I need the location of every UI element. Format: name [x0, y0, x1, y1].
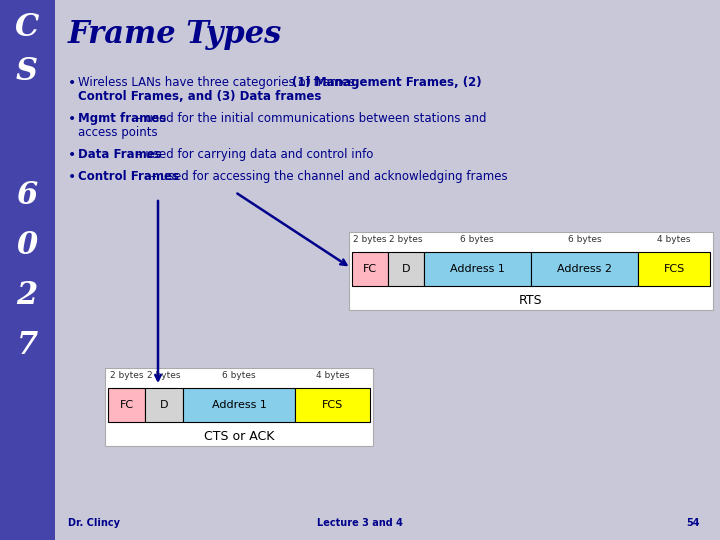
FancyBboxPatch shape — [388, 252, 423, 286]
Text: – used for accessing the channel and acknowledging frames: – used for accessing the channel and ack… — [147, 170, 507, 183]
Text: 6: 6 — [17, 179, 37, 211]
Text: Wireless LANs have three categories of frames:: Wireless LANs have three categories of f… — [78, 76, 362, 89]
FancyBboxPatch shape — [639, 252, 710, 286]
FancyBboxPatch shape — [531, 252, 639, 286]
Text: D: D — [160, 400, 168, 410]
Text: C: C — [15, 12, 39, 44]
FancyBboxPatch shape — [352, 252, 388, 286]
Text: 2 bytes: 2 bytes — [389, 235, 423, 244]
FancyBboxPatch shape — [145, 388, 183, 422]
Text: 4 bytes: 4 bytes — [316, 371, 349, 380]
Text: 2 bytes: 2 bytes — [148, 371, 181, 380]
Text: Data Frames: Data Frames — [78, 148, 162, 161]
Text: •: • — [68, 112, 76, 126]
Text: (1) Management Frames, (2): (1) Management Frames, (2) — [292, 76, 482, 89]
Text: 2 bytes: 2 bytes — [353, 235, 387, 244]
Text: Control Frames, and (3) Data frames: Control Frames, and (3) Data frames — [78, 90, 321, 103]
Text: Frame Types: Frame Types — [68, 19, 282, 51]
Text: D: D — [402, 264, 410, 274]
Text: 6 bytes: 6 bytes — [568, 235, 601, 244]
Text: 4 bytes: 4 bytes — [657, 235, 691, 244]
Text: Address 1: Address 1 — [212, 400, 266, 410]
Text: – used for the initial communications between stations and: – used for the initial communications be… — [132, 112, 487, 125]
Text: 7: 7 — [17, 329, 37, 361]
Text: •: • — [68, 170, 76, 184]
FancyBboxPatch shape — [349, 232, 713, 310]
Text: Dr. Clincy: Dr. Clincy — [68, 518, 120, 528]
FancyBboxPatch shape — [423, 252, 531, 286]
FancyBboxPatch shape — [108, 388, 145, 422]
Text: CTS or ACK: CTS or ACK — [204, 430, 274, 443]
Text: Mgmt frames: Mgmt frames — [78, 112, 166, 125]
FancyBboxPatch shape — [295, 388, 370, 422]
FancyBboxPatch shape — [0, 0, 55, 540]
Text: 54: 54 — [686, 518, 700, 528]
Text: FCS: FCS — [664, 264, 685, 274]
Text: Lecture 3 and 4: Lecture 3 and 4 — [317, 518, 403, 528]
Text: 2: 2 — [17, 280, 37, 310]
Text: Address 2: Address 2 — [557, 264, 612, 274]
Text: •: • — [68, 76, 76, 90]
FancyBboxPatch shape — [105, 368, 373, 446]
Text: Control Frames: Control Frames — [78, 170, 179, 183]
Text: FCS: FCS — [322, 400, 343, 410]
Text: S: S — [16, 57, 38, 87]
Text: FC: FC — [363, 264, 377, 274]
Text: FC: FC — [120, 400, 134, 410]
Text: •: • — [68, 148, 76, 162]
FancyBboxPatch shape — [183, 388, 295, 422]
Text: – used for carrying data and control info: – used for carrying data and control inf… — [132, 148, 373, 161]
Text: 2 bytes: 2 bytes — [110, 371, 143, 380]
Text: Address 1: Address 1 — [450, 264, 505, 274]
Text: 6 bytes: 6 bytes — [461, 235, 494, 244]
Text: access points: access points — [78, 126, 158, 139]
Text: 6 bytes: 6 bytes — [222, 371, 256, 380]
Text: RTS: RTS — [519, 294, 543, 307]
Text: 0: 0 — [17, 230, 37, 260]
